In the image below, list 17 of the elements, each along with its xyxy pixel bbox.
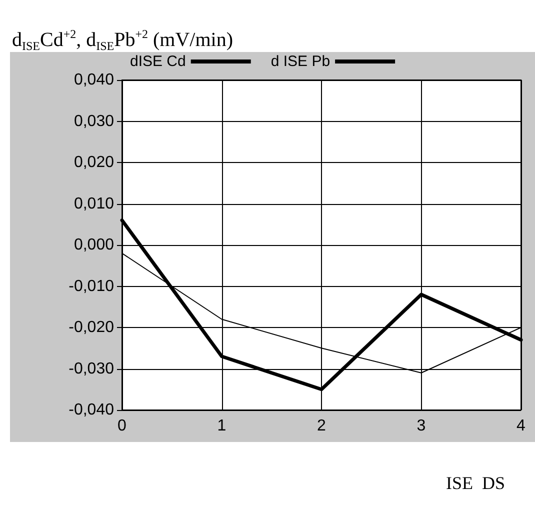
text: ISE DS bbox=[446, 473, 506, 493]
legend-label: dISE Cd bbox=[130, 53, 186, 70]
x-tick-label: 4 bbox=[516, 418, 526, 434]
y-tick-label: -0,030 bbox=[68, 360, 114, 378]
x-tick-label: 2 bbox=[317, 418, 326, 434]
y-tick-label: -0,010 bbox=[68, 278, 114, 295]
y-tick-label: 0,040 bbox=[74, 72, 114, 88]
y-tick-label: 0,000 bbox=[74, 236, 114, 254]
y-tick-label: -0,040 bbox=[68, 402, 114, 418]
y-tick-label: 0,030 bbox=[74, 112, 114, 130]
y-tick-label: 0,020 bbox=[74, 154, 114, 171]
y-tick-label: 0,010 bbox=[74, 195, 114, 212]
x-tick-label: 1 bbox=[217, 418, 226, 434]
x-tick-label: 3 bbox=[416, 418, 426, 434]
y-tick-label: -0,020 bbox=[68, 319, 114, 336]
x-tick-label: 0 bbox=[118, 418, 127, 434]
legend-label: d ISE Pb bbox=[270, 53, 330, 70]
